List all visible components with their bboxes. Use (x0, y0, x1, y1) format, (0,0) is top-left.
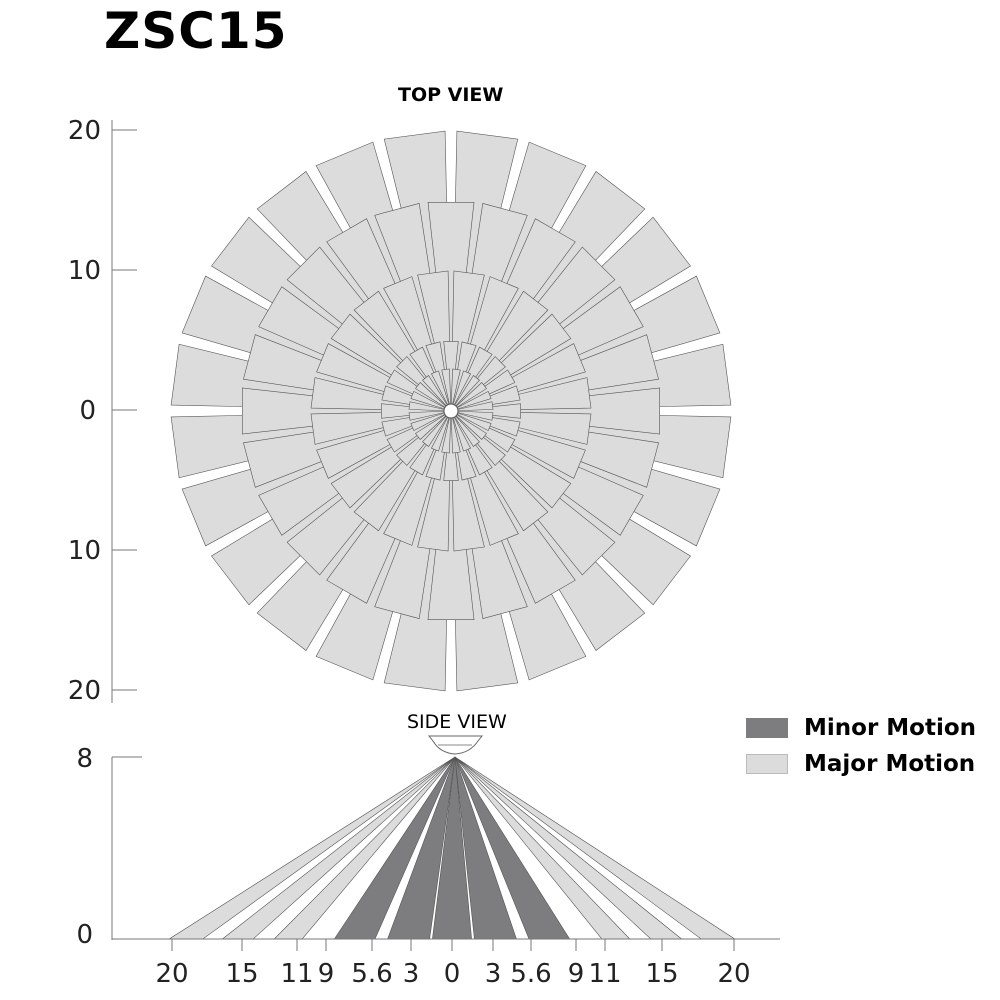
top-beam (430, 410, 452, 452)
top-beam (415, 410, 452, 440)
top-beam (441, 368, 452, 412)
top-beam (450, 375, 480, 412)
legend-label: Major Motion (804, 751, 976, 777)
side-x-tick-label: 11 (588, 959, 621, 989)
side-x-tick-label: 20 (155, 959, 188, 989)
legend-label: Minor Motion (804, 715, 977, 741)
top-beam (450, 368, 461, 412)
sensor-dome-icon (427, 735, 484, 755)
top-view-label: TOP VIEW (398, 84, 504, 106)
side-view-x-ticks: 20 15 11 9 5.6 3 0 3 5.6 9 11 15 20 (155, 939, 751, 989)
side-x-tick-label: 5.6 (510, 959, 551, 989)
top-beam (430, 370, 452, 412)
top-beam (441, 410, 452, 454)
top-beam (450, 410, 480, 447)
top-beam (450, 410, 472, 452)
top-view-axis: 20 10 0 10 20 (68, 116, 137, 706)
top-beam (450, 410, 487, 440)
top-tick-label: 0 (79, 396, 96, 426)
legend: Minor Motion Major Motion (746, 710, 976, 782)
top-beam (450, 410, 492, 432)
side-x-tick-label: 15 (225, 959, 258, 989)
side-x-tick-label: 20 (717, 959, 750, 989)
side-x-tick-label: 0 (444, 959, 461, 989)
model-title: ZSC15 (104, 2, 288, 60)
side-y-tick-label: 0 (76, 920, 93, 950)
top-beam (410, 390, 452, 412)
legend-swatch-minor (746, 718, 788, 738)
side-x-tick-label: 9 (318, 959, 335, 989)
side-view-axis: 8 0 (76, 744, 780, 950)
top-beam (415, 382, 452, 412)
top-tick-label: 10 (68, 256, 101, 286)
top-beam (450, 401, 494, 412)
top-beam (408, 401, 452, 412)
top-beam (450, 410, 461, 454)
top-tick-label: 10 (68, 536, 101, 566)
legend-item-major: Major Motion (746, 746, 976, 782)
top-tick-label: 20 (68, 676, 101, 706)
side-view-label: SIDE VIEW (407, 711, 507, 733)
side-x-tick-label: 3 (403, 959, 420, 989)
side-x-tick-label: 11 (280, 959, 313, 989)
side-x-tick-label: 15 (645, 959, 678, 989)
side-x-tick-label: 9 (568, 959, 585, 989)
top-beam (410, 410, 452, 432)
top-beam (450, 370, 472, 412)
top-view-beams (170, 130, 732, 692)
side-view-beams (168, 756, 736, 940)
top-beam (450, 410, 494, 421)
side-y-tick-label: 8 (76, 744, 93, 774)
top-beam (422, 410, 452, 447)
side-x-tick-label: 3 (485, 959, 502, 989)
legend-swatch-major (746, 754, 788, 774)
top-beam (450, 382, 487, 412)
top-beam (422, 375, 452, 412)
side-x-tick-label: 5.6 (351, 959, 392, 989)
top-beam (450, 390, 492, 412)
top-beam (408, 410, 452, 421)
sensor-center-icon (443, 403, 459, 419)
top-tick-label: 20 (68, 116, 101, 146)
legend-item-minor: Minor Motion (746, 710, 976, 746)
